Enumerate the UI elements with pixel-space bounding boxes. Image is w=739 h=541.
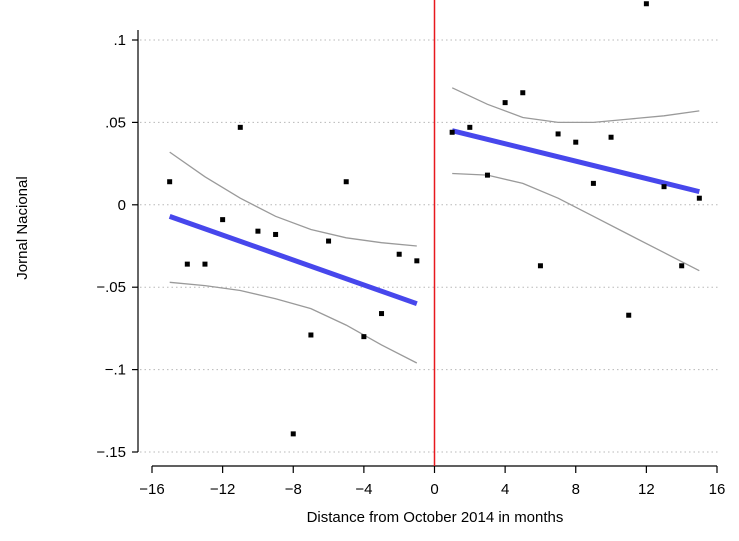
data-point bbox=[537, 263, 543, 269]
data-point bbox=[361, 334, 367, 340]
data-point bbox=[661, 184, 667, 190]
x-tick-label: −4 bbox=[355, 481, 372, 498]
ci-right-upper bbox=[451, 87, 700, 124]
data-point bbox=[343, 179, 349, 185]
data-point bbox=[290, 431, 296, 437]
x-tick-label: 8 bbox=[572, 481, 580, 498]
data-point bbox=[273, 231, 279, 237]
data-point bbox=[449, 129, 455, 135]
data-point bbox=[555, 131, 561, 137]
ci-right-lower bbox=[452, 172, 700, 272]
data-point bbox=[467, 124, 473, 130]
x-tick-label: −8 bbox=[285, 481, 302, 498]
data-point bbox=[643, 1, 649, 7]
x-tick-label: 4 bbox=[501, 481, 509, 498]
x-tick-label: 12 bbox=[638, 481, 655, 498]
data-points bbox=[167, 1, 702, 437]
data-point bbox=[184, 261, 190, 267]
grid-lines bbox=[140, 39, 720, 453]
data-point bbox=[308, 332, 314, 338]
data-point bbox=[608, 134, 614, 140]
data-point bbox=[696, 195, 702, 201]
y-ticks: −.15 −.1 −.05 0 .05 .1 bbox=[96, 32, 138, 461]
data-point bbox=[237, 124, 243, 130]
ci-left-upper bbox=[169, 151, 417, 247]
data-point bbox=[626, 312, 632, 318]
data-point bbox=[202, 261, 208, 267]
y-tick-label: 0 bbox=[118, 197, 126, 214]
data-point bbox=[502, 100, 508, 106]
data-point bbox=[255, 228, 261, 234]
confidence-bands bbox=[169, 87, 700, 364]
y-tick-label: .1 bbox=[113, 32, 126, 49]
x-tick-label: −16 bbox=[139, 481, 164, 498]
x-tick-label: 16 bbox=[709, 481, 726, 498]
x-tick-label: −12 bbox=[210, 481, 235, 498]
axes bbox=[137, 30, 717, 467]
data-point bbox=[590, 180, 596, 186]
y-axis-label: Jornal Nacional bbox=[14, 176, 31, 279]
y-tick-label: .05 bbox=[105, 114, 126, 131]
fit-line-left bbox=[168, 213, 418, 307]
data-point bbox=[326, 238, 332, 244]
data-point bbox=[414, 258, 420, 264]
data-point bbox=[573, 139, 579, 145]
fit-lines bbox=[168, 128, 700, 307]
x-tick-label: 0 bbox=[430, 481, 438, 498]
y-tick-label: −.15 bbox=[96, 444, 126, 461]
x-ticks: −16 −12 −8 −4 0 4 8 12 16 bbox=[139, 466, 725, 498]
y-tick-label: −.1 bbox=[105, 362, 126, 379]
data-point bbox=[167, 179, 173, 185]
ci-left-lower bbox=[169, 281, 418, 364]
x-axis-label: Distance from October 2014 in months bbox=[307, 509, 564, 526]
data-point bbox=[520, 90, 526, 96]
data-point bbox=[679, 263, 685, 269]
data-point bbox=[484, 172, 490, 178]
fit-line-right bbox=[451, 128, 700, 195]
data-point bbox=[396, 251, 402, 257]
data-point bbox=[220, 217, 226, 223]
data-point bbox=[379, 311, 385, 317]
y-tick-label: −.05 bbox=[96, 279, 126, 296]
